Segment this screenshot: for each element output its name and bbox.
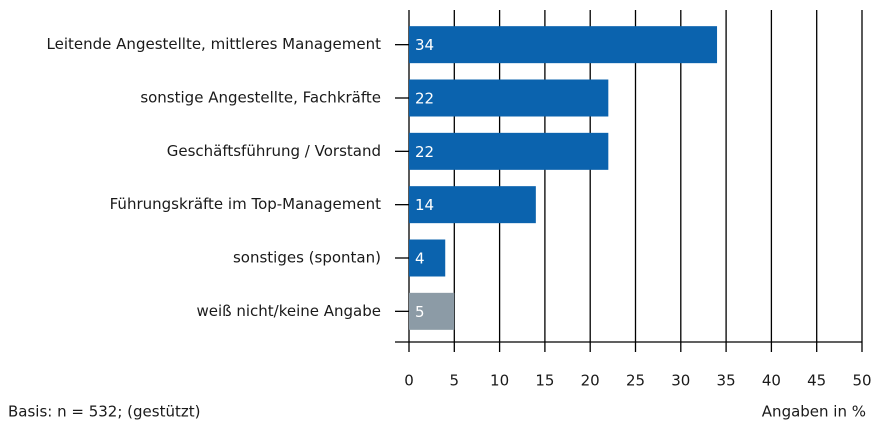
bar (409, 26, 718, 64)
y-tick-label: Führungskräfte im Top-Management (110, 195, 381, 213)
x-tick-label: 15 (535, 372, 554, 390)
bar (409, 132, 609, 170)
x-axis-label: Angaben in % (762, 403, 866, 421)
bar (409, 239, 446, 277)
bar (409, 79, 609, 117)
value-label: 4 (415, 250, 425, 268)
x-tick-label: 35 (717, 372, 736, 390)
x-tick-label: 25 (626, 372, 645, 390)
y-tick-label: weiß nicht/keine Angabe (196, 302, 381, 320)
value-label: 22 (415, 143, 434, 161)
x-tick-label: 30 (671, 372, 690, 390)
value-label: 14 (415, 196, 434, 214)
x-tick-label: 20 (581, 372, 600, 390)
value-label: 5 (415, 303, 425, 321)
bar (409, 186, 536, 224)
bar (409, 292, 455, 330)
value-label: 34 (415, 36, 434, 54)
x-tick-label: 50 (852, 372, 871, 390)
x-tick-label: 40 (762, 372, 781, 390)
x-tick-label: 10 (490, 372, 509, 390)
y-tick-label: sonstige Angestellte, Fachkräfte (140, 89, 381, 107)
y-tick-label: sonstiges (spontan) (233, 249, 381, 267)
y-tick-label: Geschäftsführung / Vorstand (167, 142, 381, 160)
x-tick-label: 5 (450, 372, 460, 390)
y-tick-label: Leitende Angestellte, mittleres Manageme… (47, 35, 382, 53)
footnote: Basis: n = 532; (gestützt) (8, 403, 200, 421)
value-label: 22 (415, 90, 434, 108)
x-tick-label: 45 (807, 372, 826, 390)
x-tick-label: 0 (404, 372, 414, 390)
